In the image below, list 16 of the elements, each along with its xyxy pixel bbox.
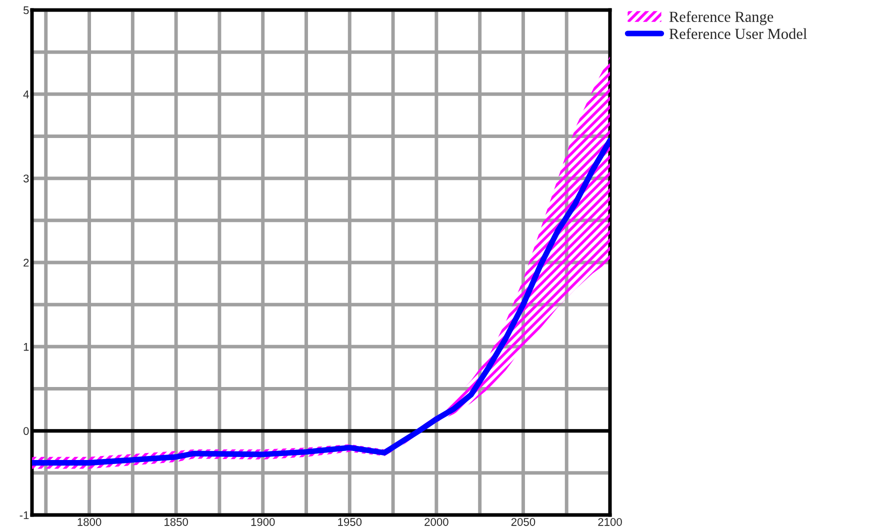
- legend-label: Reference User Model: [669, 28, 807, 40]
- x-tick-label: 2050: [511, 518, 536, 526]
- x-tick-label: 1800: [78, 518, 102, 526]
- y-tick-label: 4: [23, 90, 29, 98]
- y-tick-label: 3: [23, 174, 29, 182]
- y-tick-label: 2: [24, 258, 29, 267]
- y-tick-label: 0: [23, 427, 29, 435]
- x-tick-label: 2000: [424, 518, 448, 526]
- y-tick-label: 5: [23, 6, 29, 14]
- y-tick-label: 1: [24, 343, 29, 351]
- x-tick-label: 1950: [338, 518, 362, 526]
- legend-label: Reference Range: [669, 11, 774, 26]
- y-tick-label: -1: [20, 511, 29, 520]
- x-tick-label: 1900: [251, 518, 275, 526]
- x-tick-label: 1850: [164, 518, 188, 526]
- x-tick-label: 2100: [598, 518, 622, 526]
